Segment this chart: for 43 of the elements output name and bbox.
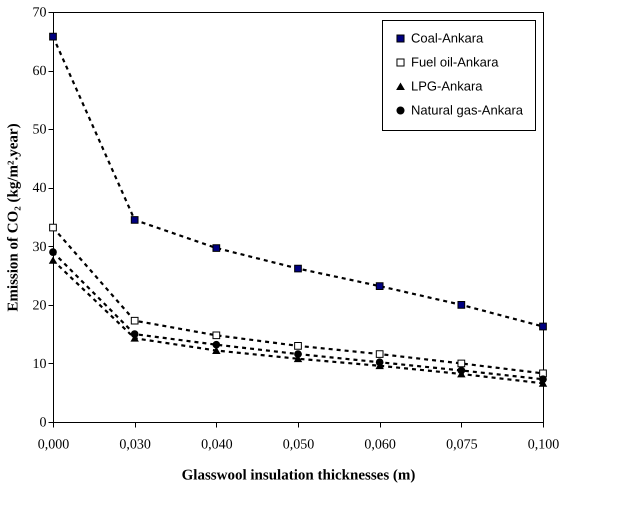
point (49, 248, 57, 256)
point (539, 375, 547, 384)
x-tick-label: 0,000 (38, 438, 70, 452)
point (49, 32, 57, 40)
point (457, 360, 466, 368)
x-tick-label: 0,060 (364, 438, 396, 452)
legend-label: Coal-Ankara (411, 30, 484, 46)
point (294, 342, 302, 350)
point (130, 216, 139, 224)
y-tick-label: 30 (32, 240, 46, 255)
y-tick-label: 0 (40, 416, 46, 430)
y-tick-label: 50 (32, 122, 46, 138)
y-tick-label: 20 (32, 298, 46, 314)
legend-label: Natural gas-Ankara (411, 102, 524, 118)
point (376, 358, 384, 366)
x-axis-title: Glasswool insulation thicknesses (m) (182, 468, 416, 484)
point (130, 316, 139, 325)
point (457, 366, 466, 374)
y-tick-label: 60 (32, 64, 46, 80)
point (49, 256, 57, 264)
point (212, 340, 220, 349)
point (130, 330, 139, 338)
x-tick-label: 0,030 (119, 438, 151, 452)
x-tick-label: 0,100 (528, 438, 560, 452)
x-tick-label: 0,040 (201, 438, 233, 452)
point (294, 350, 302, 358)
point (294, 264, 302, 272)
point (49, 224, 57, 232)
y-tick-label: 40 (32, 181, 46, 196)
legend-label: Fuel oil-Ankara (411, 54, 500, 70)
point (212, 347, 220, 354)
point (539, 322, 547, 330)
y-axis-title: Emission of CO₂ (kg/m².year) (6, 123, 22, 312)
x-tick-label: 0,075 (446, 438, 478, 452)
legend-label: LPG-Ankara (411, 78, 484, 94)
y-tick-label: 10 (32, 356, 46, 372)
point (457, 301, 466, 309)
point (212, 331, 220, 340)
y-tick-label: 70 (32, 6, 46, 20)
point (212, 244, 220, 252)
x-tick-label: 0,050 (282, 438, 314, 452)
point (376, 282, 384, 290)
point (376, 350, 384, 358)
